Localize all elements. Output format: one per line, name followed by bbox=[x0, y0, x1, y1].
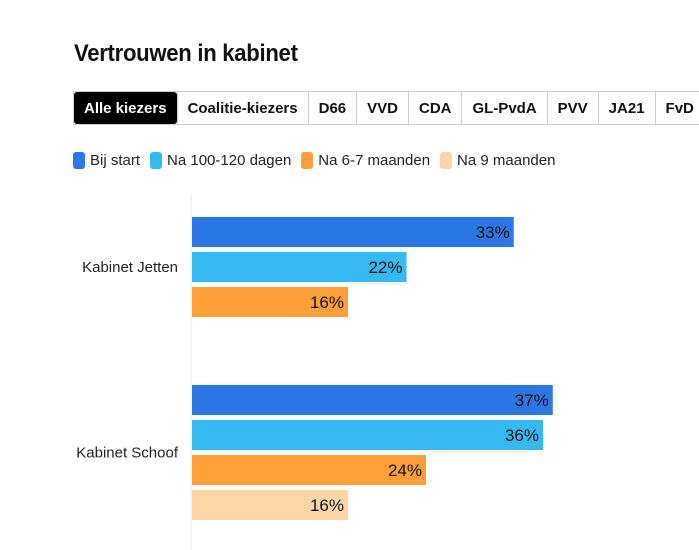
bar bbox=[192, 252, 407, 282]
bar-value-label: 22% bbox=[368, 258, 402, 277]
bar bbox=[192, 217, 514, 247]
bar-value-label: 36% bbox=[505, 426, 539, 445]
legend-swatch bbox=[301, 152, 314, 169]
tab-fvd[interactable]: FvD bbox=[654, 92, 699, 124]
bar-value-label: 16% bbox=[310, 293, 344, 312]
legend-item-na-6-7-maanden[interactable]: Na 6-7 maanden bbox=[301, 152, 430, 169]
chart-title: Vertrouwen in kabinet bbox=[74, 40, 298, 67]
bar-chart: Kabinet Jetten 33% 22% 16% Kabinet Schoof 37%… bbox=[76, 195, 553, 550]
legend-item-na-100-120-dagen[interactable]: Na 100-120 dagen bbox=[150, 152, 291, 169]
bar bbox=[192, 490, 348, 520]
legend-label: Na 9 maanden bbox=[457, 152, 556, 169]
bar-value-label: 24% bbox=[388, 461, 422, 480]
chart-legend: Bij start Na 100-120 dagen Na 6-7 maande… bbox=[73, 152, 555, 169]
category-label: Kabinet Schoof bbox=[76, 445, 179, 462]
bar-value-label: 37% bbox=[515, 391, 549, 410]
legend-label: Na 100-120 dagen bbox=[167, 152, 292, 169]
category-label: Kabinet Jetten bbox=[82, 259, 178, 276]
tab-coalitie-kiezers[interactable]: Coalitie-kiezers bbox=[176, 92, 308, 124]
bar bbox=[192, 455, 426, 485]
legend-item-bij-start[interactable]: Bij start bbox=[73, 152, 140, 169]
legend-swatch bbox=[150, 152, 163, 169]
legend-label: Bij start bbox=[90, 152, 141, 169]
bar-value-label: 16% bbox=[310, 496, 344, 515]
bar bbox=[192, 287, 348, 317]
tab-gl-pvda[interactable]: GL-PvdA bbox=[461, 92, 547, 124]
bar bbox=[192, 420, 543, 450]
bar bbox=[192, 385, 553, 415]
legend-label: Na 6-7 maanden bbox=[318, 152, 431, 169]
tab-d66[interactable]: D66 bbox=[307, 92, 357, 124]
tab-alle-kiezers[interactable]: Alle kiezers bbox=[74, 92, 177, 124]
tab-vvd[interactable]: VVD bbox=[356, 92, 408, 124]
bar-value-label: 33% bbox=[476, 223, 510, 242]
legend-swatch bbox=[440, 152, 453, 169]
tab-cda[interactable]: CDA bbox=[407, 92, 462, 124]
voter-filter-tabs: Alle kiezers Coalitie-kiezers D66 VVD CD… bbox=[73, 91, 699, 125]
legend-item-na-9-maanden[interactable]: Na 9 maanden bbox=[440, 152, 555, 169]
tab-ja21[interactable]: JA21 bbox=[597, 92, 655, 124]
legend-swatch bbox=[73, 152, 85, 169]
tab-pvv[interactable]: PVV bbox=[546, 92, 598, 124]
